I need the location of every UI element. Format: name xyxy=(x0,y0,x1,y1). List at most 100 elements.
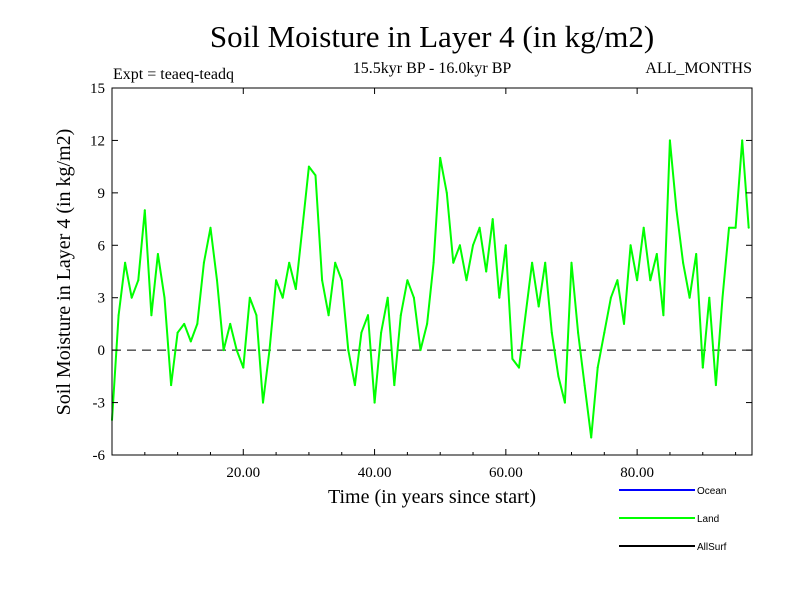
data-point xyxy=(380,331,383,334)
data-point xyxy=(340,279,343,282)
data-point xyxy=(714,384,717,387)
data-point xyxy=(156,253,159,255)
data-point xyxy=(629,244,632,247)
data-point xyxy=(242,366,245,369)
data-point xyxy=(524,314,527,317)
data-point xyxy=(196,322,199,325)
data-point xyxy=(294,288,297,290)
data-point xyxy=(432,261,435,264)
data-point xyxy=(202,261,205,264)
legend-label-land: Land xyxy=(697,514,719,525)
data-point xyxy=(275,279,278,282)
y-axis: -6 -3 0 3 6 9 12 15 xyxy=(90,81,752,464)
x-tick-label: 20.00 xyxy=(226,465,260,481)
chart-subtitle: 15.5kyr BP - 16.0kyr BP xyxy=(353,60,512,77)
data-point xyxy=(268,349,271,352)
data-point xyxy=(137,279,140,282)
data-point xyxy=(596,366,599,369)
data-point xyxy=(531,261,534,264)
x-tick-label: 80.00 xyxy=(620,465,654,481)
data-point xyxy=(222,349,225,352)
chart-title: Soil Moisture in Layer 4 (in kg/m2) xyxy=(210,19,654,54)
data-point xyxy=(255,314,258,317)
data-point xyxy=(721,296,724,299)
data-point xyxy=(701,366,704,369)
legend-label-allsurf: AllSurf xyxy=(697,542,727,553)
legend-label-ocean: Ocean xyxy=(697,486,726,497)
data-point xyxy=(143,209,146,212)
data-point xyxy=(176,331,179,334)
y-tick-label: -3 xyxy=(93,396,106,412)
data-point xyxy=(603,331,606,334)
data-point xyxy=(550,331,553,334)
data-point xyxy=(262,401,264,404)
data-point xyxy=(170,384,173,387)
data-point xyxy=(636,279,639,282)
experiment-label: Expt = teaeq-teadq xyxy=(113,66,234,83)
data-point xyxy=(288,261,291,264)
data-point xyxy=(655,253,658,255)
data-point xyxy=(609,296,612,299)
x-axis: 20.00 40.00 60.00 80.00 xyxy=(144,88,737,481)
data-point xyxy=(498,296,501,299)
y-tick-label: 12 xyxy=(90,133,105,149)
y-tick-label: -6 xyxy=(93,448,106,464)
data-point xyxy=(426,322,429,325)
data-point xyxy=(675,209,678,212)
data-point xyxy=(314,174,317,177)
data-point xyxy=(360,331,363,334)
series-layer xyxy=(111,139,750,439)
data-point xyxy=(163,296,166,299)
data-point xyxy=(235,349,238,352)
data-point xyxy=(452,261,455,264)
legend: Ocean Land AllSurf xyxy=(619,486,727,553)
data-point xyxy=(307,165,310,168)
data-point xyxy=(682,261,685,264)
data-point xyxy=(301,226,304,229)
data-point xyxy=(616,279,619,282)
data-point xyxy=(399,314,402,317)
data-point xyxy=(478,226,481,229)
data-point xyxy=(439,156,442,159)
data-point xyxy=(544,261,547,264)
data-point xyxy=(353,384,356,387)
data-point xyxy=(321,279,324,282)
data-point xyxy=(623,322,625,325)
x-tick-label: 60.00 xyxy=(489,465,523,481)
data-point xyxy=(281,296,284,299)
data-point xyxy=(557,375,560,378)
data-point xyxy=(563,401,566,404)
data-point xyxy=(458,244,461,247)
data-point xyxy=(570,261,573,264)
y-axis-label: Soil Moisture in Layer 4 (in kg/m2) xyxy=(53,129,75,416)
data-point xyxy=(183,322,186,325)
data-point xyxy=(229,322,232,325)
data-point xyxy=(124,261,127,264)
y-tick-label: 9 xyxy=(98,186,106,202)
data-point xyxy=(445,191,448,194)
data-point xyxy=(583,384,586,387)
data-point xyxy=(649,279,652,282)
x-tick-label: 40.00 xyxy=(358,465,392,481)
data-point xyxy=(117,314,120,317)
data-point xyxy=(367,314,369,317)
data-point xyxy=(465,279,468,282)
plot-frame xyxy=(111,87,753,456)
data-point xyxy=(393,384,396,387)
data-point xyxy=(485,270,488,273)
data-point xyxy=(734,226,737,229)
data-point xyxy=(577,331,580,334)
y-tick-label: 3 xyxy=(98,291,106,307)
data-point xyxy=(688,296,691,299)
data-point xyxy=(216,279,218,282)
data-point xyxy=(373,401,376,404)
data-point xyxy=(130,296,133,299)
data-point xyxy=(491,218,494,221)
data-point xyxy=(189,340,192,343)
data-point xyxy=(150,314,153,317)
data-point xyxy=(662,314,665,317)
data-point xyxy=(728,226,730,229)
data-point xyxy=(708,296,711,299)
data-point xyxy=(406,279,409,282)
